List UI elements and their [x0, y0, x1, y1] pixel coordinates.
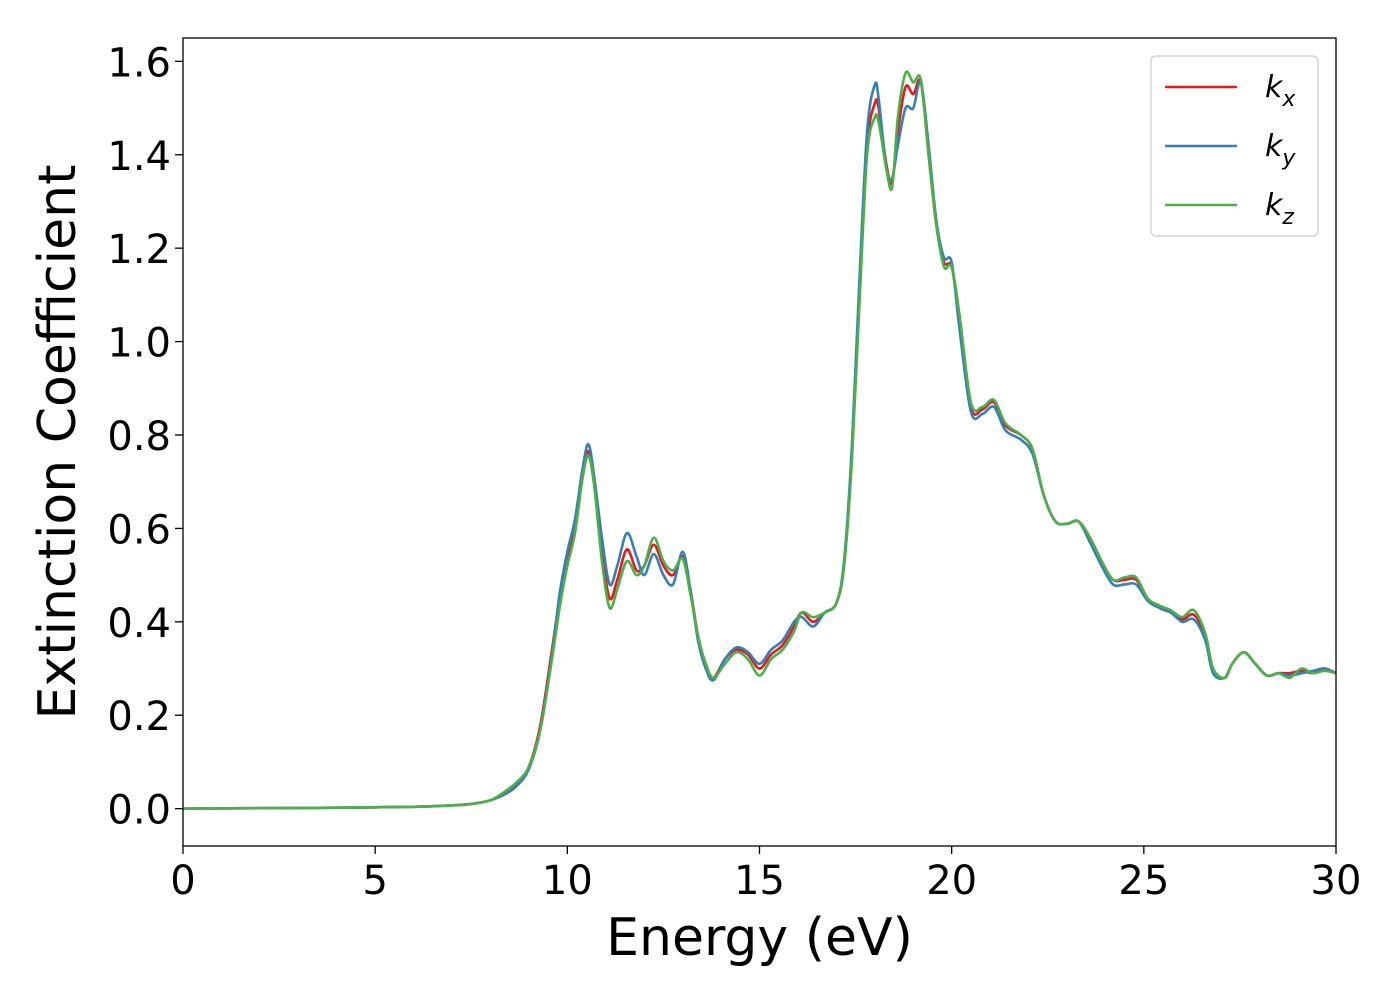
y-tick-label: 1.2 — [107, 227, 171, 273]
x-tick-label: 25 — [1118, 858, 1169, 904]
series-line-kz — [183, 70, 1336, 810]
plot-area-frame — [182, 37, 1337, 847]
x-tick-label: 10 — [542, 858, 593, 904]
y-tick-label: 0.0 — [107, 788, 171, 834]
legend-label: kz — [1265, 188, 1294, 230]
x-tick-label: 15 — [734, 858, 785, 904]
x-tick-label: 30 — [1311, 858, 1362, 904]
y-tick-label: 0.6 — [107, 507, 171, 553]
y-tick-label: 0.4 — [107, 601, 171, 647]
legend-label: kx — [1265, 70, 1296, 112]
y-axis-ticks: 0.0 0.2 0.4 0.6 0.8 1.0 1.2 1.4 1.6 — [107, 40, 183, 834]
x-axis-ticks: 0 5 10 15 20 25 30 — [170, 846, 1361, 904]
legend-label: ky — [1265, 129, 1296, 171]
y-tick-label: 0.2 — [107, 694, 171, 740]
y-axis-label: Extinction Coefficient — [28, 165, 88, 720]
y-tick-label: 1.6 — [107, 40, 171, 86]
x-tick-label: 0 — [170, 858, 195, 904]
legend: kx ky kz — [1150, 55, 1319, 237]
y-tick-label: 0.8 — [107, 414, 171, 460]
x-tick-label: 5 — [362, 858, 387, 904]
series-lines — [183, 70, 1336, 810]
y-tick-label: 1.0 — [107, 321, 171, 367]
y-tick-label: 1.4 — [107, 134, 171, 180]
legend-item-ky: ky — [1165, 129, 1296, 171]
legend-item-kx: kx — [1165, 70, 1296, 112]
legend-item-kz: kz — [1165, 188, 1294, 230]
x-axis-label: Energy (eV) — [606, 908, 913, 968]
x-tick-label: 20 — [926, 858, 977, 904]
